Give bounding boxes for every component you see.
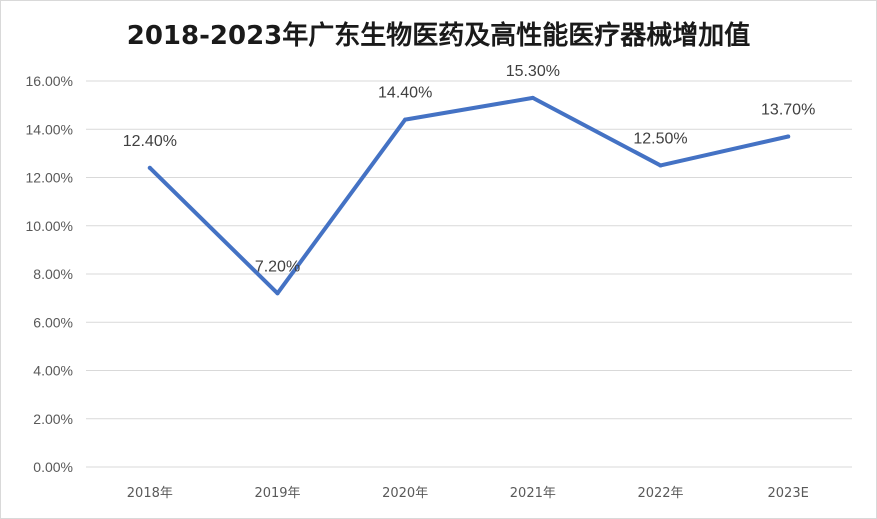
data-label: 13.70% [761, 101, 815, 118]
y-tick-label: 10.00% [26, 218, 73, 234]
x-tick-label: 2023E [768, 486, 809, 501]
data-point [275, 291, 280, 296]
y-tick-label: 8.00% [33, 266, 73, 282]
y-tick-label: 0.00% [33, 459, 73, 475]
data-label: 12.50% [633, 130, 687, 147]
x-tick-label: 2021年 [510, 486, 556, 501]
data-label: 12.40% [123, 133, 177, 150]
series-line [147, 95, 791, 296]
x-tick-label: 2019年 [254, 486, 300, 501]
chart-title: 2018-2023年广东生物医药及高性能医疗器械增加值 [126, 21, 751, 51]
x-tick-label: 2020年 [382, 486, 428, 501]
data-point [786, 134, 791, 139]
y-tick-label: 2.00% [33, 411, 73, 427]
data-label: 14.40% [378, 85, 432, 102]
data-label: 15.30% [506, 63, 560, 80]
y-tick-label: 12.00% [26, 170, 73, 186]
data-point [403, 117, 408, 122]
x-tick-label: 2018年 [127, 486, 173, 501]
y-tick-label: 6.00% [33, 314, 73, 330]
y-tick-label: 14.00% [26, 121, 73, 137]
data-label: 7.20% [255, 258, 300, 275]
y-tick-label: 4.00% [33, 363, 73, 379]
y-tick-label: 16.00% [26, 73, 73, 89]
data-point [658, 163, 663, 168]
data-point [147, 165, 152, 170]
x-tick-label: 2022年 [637, 486, 683, 501]
data-point [530, 95, 535, 100]
